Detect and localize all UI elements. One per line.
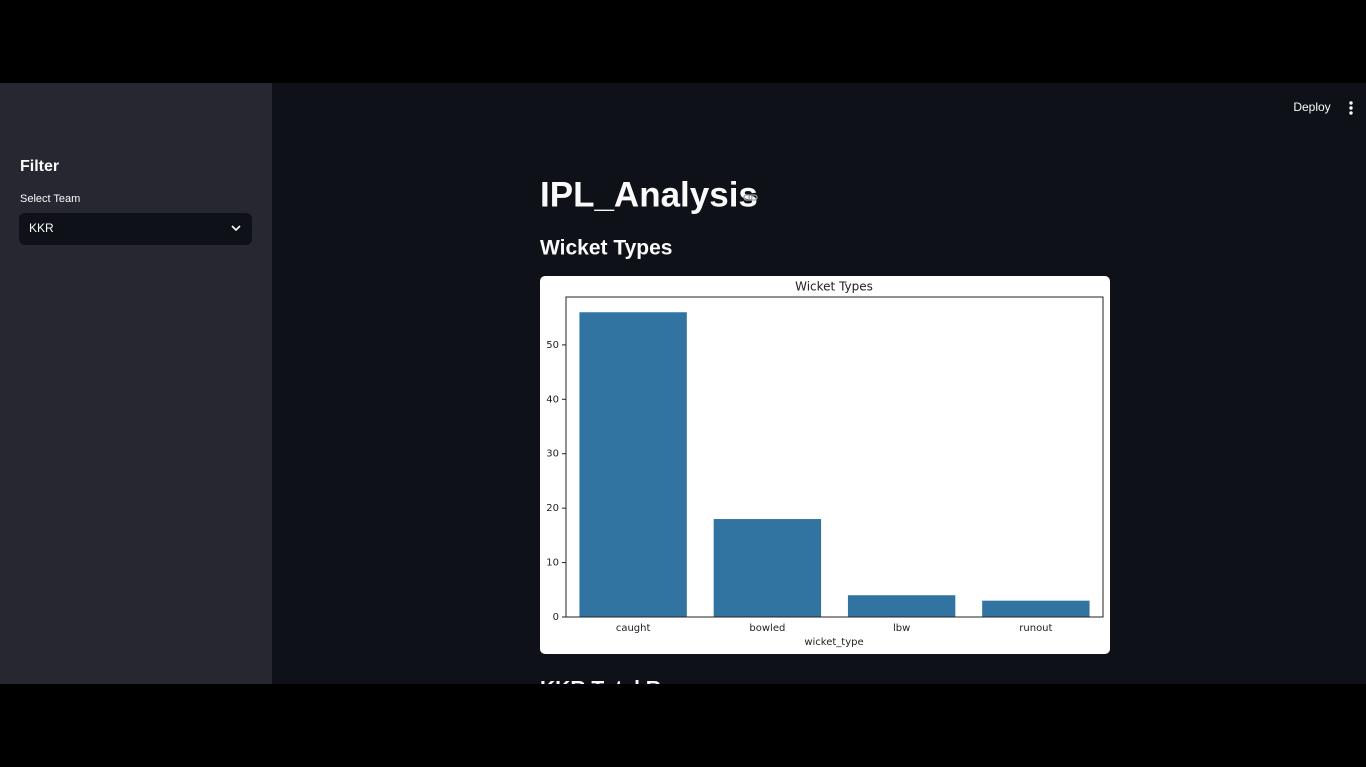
y-tick-label: 0 — [553, 612, 559, 623]
team-select[interactable] — [19, 213, 252, 245]
page-title: IPL_Analysis — [540, 175, 758, 214]
y-tick-label: 30 — [546, 449, 559, 460]
bar — [579, 312, 687, 617]
select-label: Select Team — [20, 193, 80, 205]
x-tick-label: runout — [1019, 623, 1052, 634]
y-tick-label: 50 — [546, 340, 559, 351]
chart: Wicket Types wicket_type 0 10 20 30 40 50 caug… — [546, 280, 1104, 648]
anchor-link-icon[interactable] — [743, 194, 758, 201]
plot-frame — [565, 296, 1104, 618]
x-axis-label: wicket_type — [804, 637, 863, 648]
select-chevron — [231, 225, 241, 232]
bottom-bar — [0, 684, 1366, 767]
bar — [847, 595, 956, 617]
sidebar — [0, 83, 272, 684]
sidebar-title: Filter — [20, 158, 59, 175]
section-heading: Wicket Types — [540, 237, 672, 260]
bar — [713, 519, 822, 617]
bar — [982, 600, 1090, 617]
menu-button[interactable] — [1349, 101, 1353, 115]
team-select-value: KKR — [29, 221, 54, 235]
x-tick-label: bowled — [749, 623, 785, 634]
chart-title: Wicket Types — [795, 280, 873, 294]
deploy-button[interactable]: Deploy — [1293, 100, 1330, 114]
y-tick-label: 40 — [546, 394, 559, 405]
x-tick-label: lbw — [893, 623, 910, 634]
y-tick-label: 10 — [546, 558, 559, 569]
y-tick-label: 20 — [546, 503, 559, 514]
x-tick-label: caught — [616, 623, 651, 634]
